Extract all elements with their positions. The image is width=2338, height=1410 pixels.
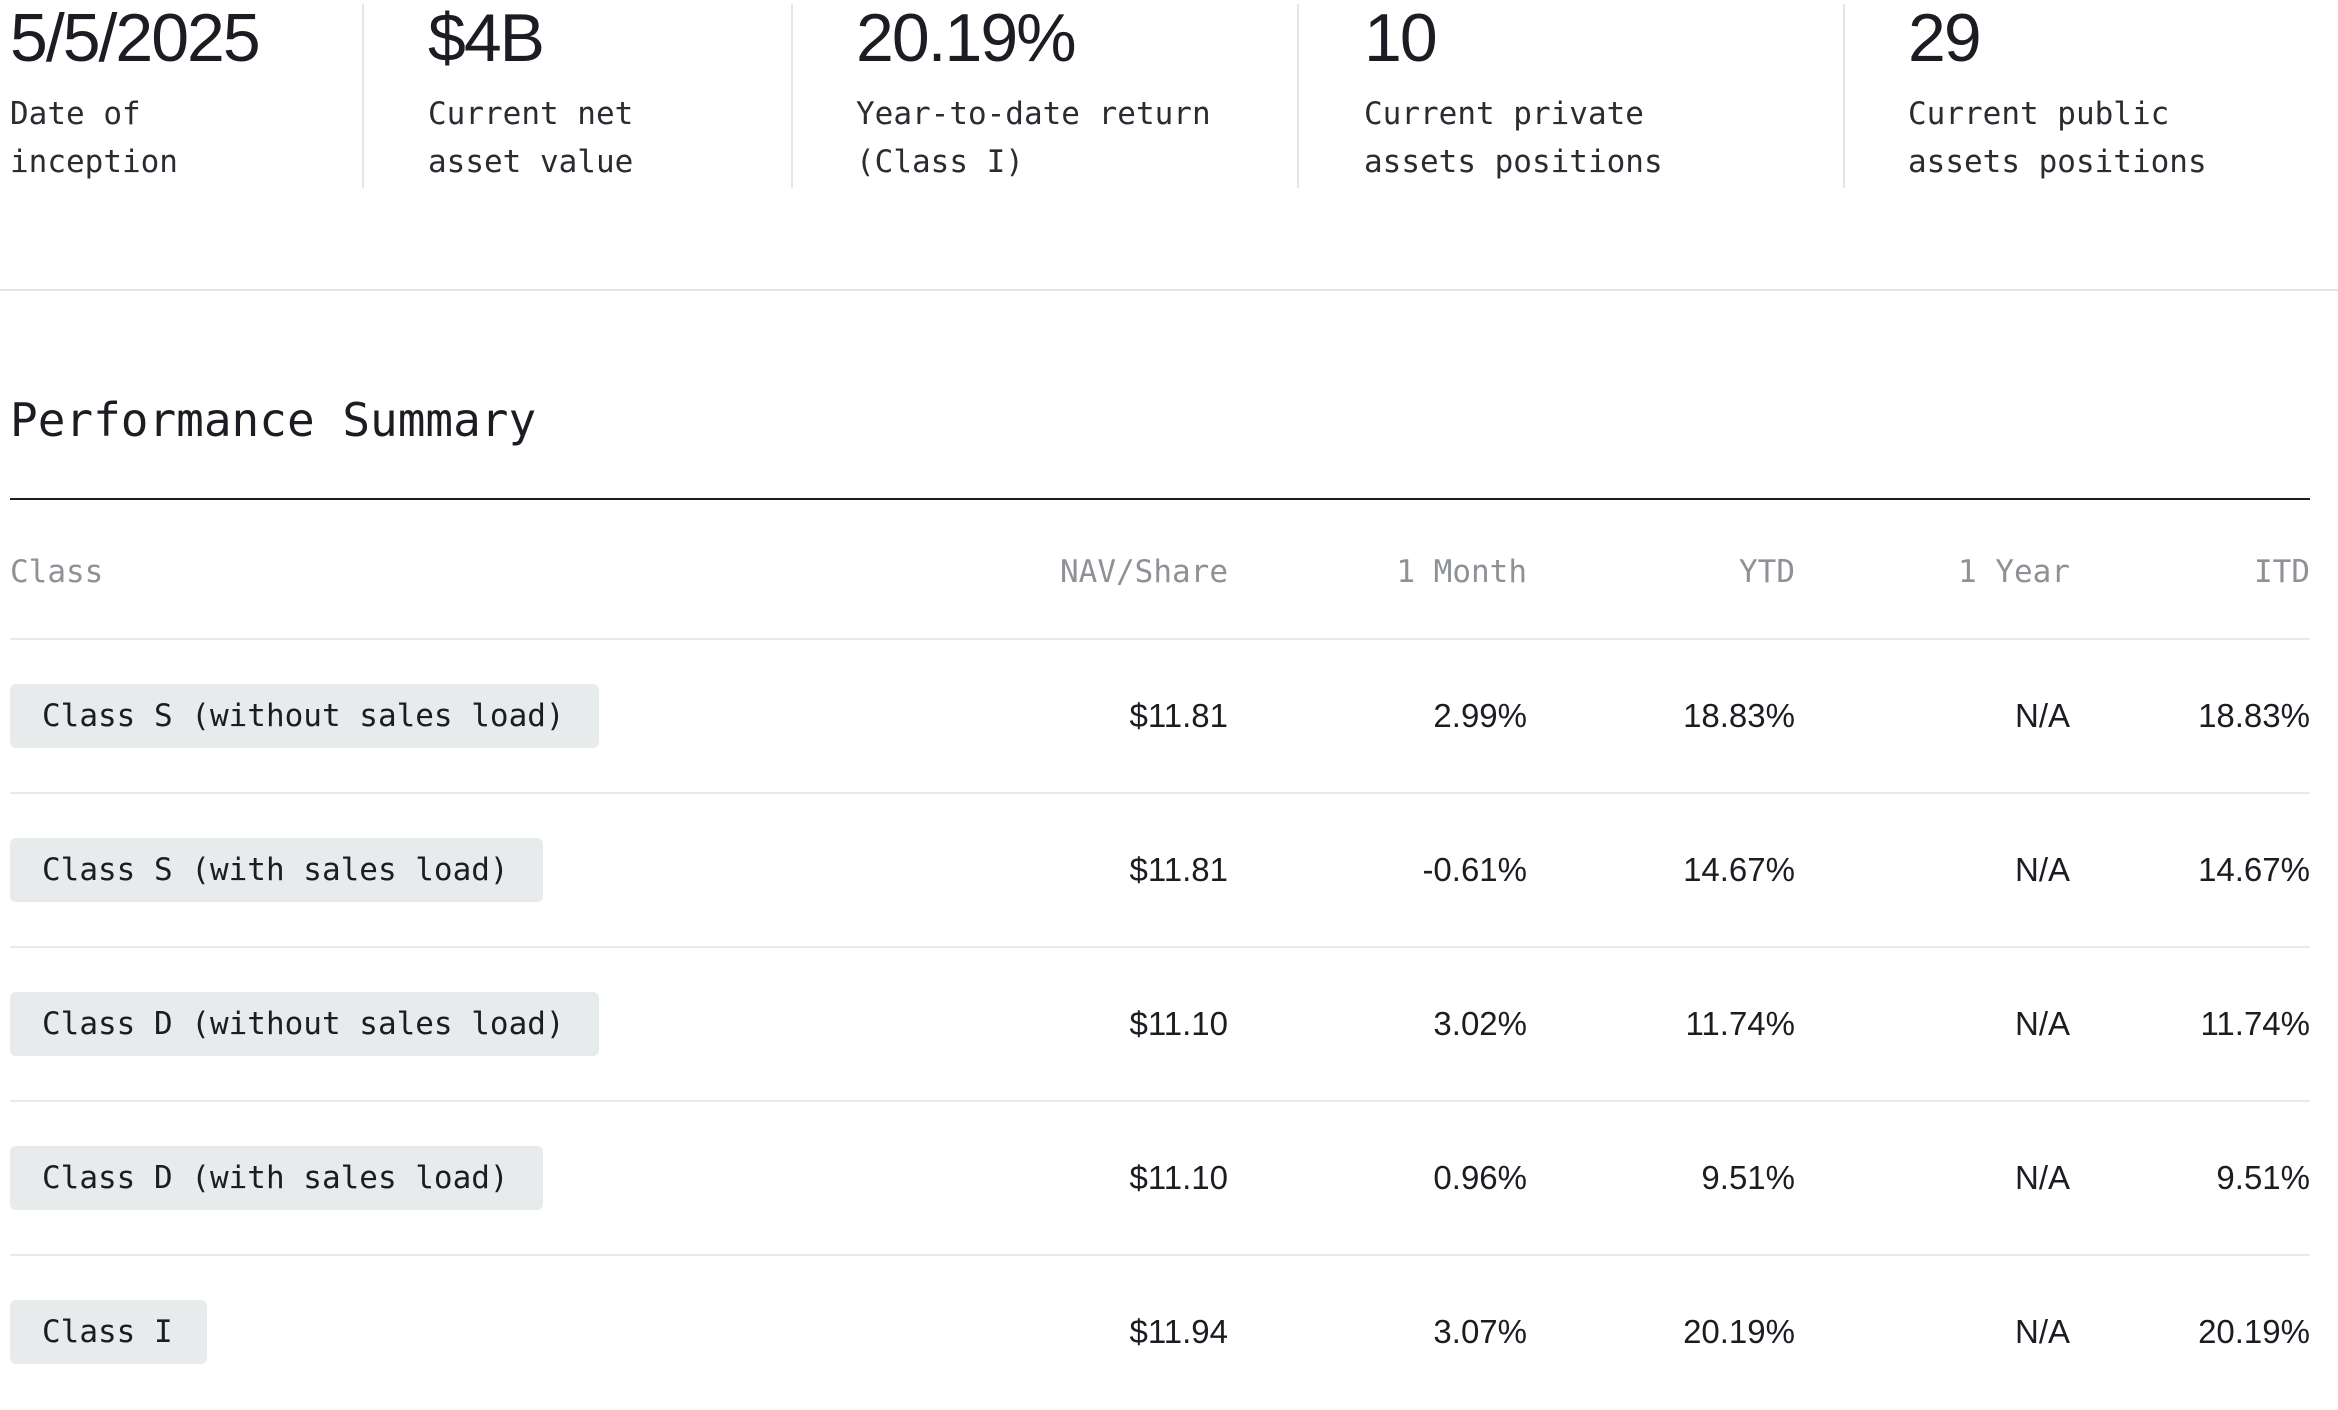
fund-overview: 5/5/2025 Date of inception $4B Current n… xyxy=(0,0,2338,1364)
cell-1-year: N/A xyxy=(2014,1313,2070,1350)
cell-1-year: N/A xyxy=(2014,1159,2070,1196)
table-row: Class D (without sales load) $11.10 3.02… xyxy=(10,946,2310,1102)
class-badge: Class D (without sales load) xyxy=(10,992,599,1056)
stat-value: $4B xyxy=(428,0,545,76)
cell-nav-share: $11.10 xyxy=(1129,1159,1228,1196)
column-header-1-year: 1 Year xyxy=(1958,554,2070,590)
stat-private-positions: 10 Current private assets positions xyxy=(1364,0,1663,186)
table-row: Class D (with sales load) $11.10 0.96% 9… xyxy=(10,1100,2310,1256)
cell-ytd: 18.83% xyxy=(1683,697,1795,734)
section-divider xyxy=(0,289,2338,291)
stat-label: Year-to-date return (Class I) xyxy=(856,96,1211,180)
cell-ytd: 9.51% xyxy=(1701,1159,1795,1196)
stat-value: 29 xyxy=(1908,0,1982,76)
stat-label: Date of inception xyxy=(10,96,178,180)
stat-divider xyxy=(1297,4,1299,188)
column-header-1-month: 1 Month xyxy=(1396,554,1527,590)
stat-label: Current private assets positions xyxy=(1364,96,1663,180)
cell-itd: 9.51% xyxy=(2216,1159,2310,1196)
class-badge: Class S (with sales load) xyxy=(10,838,543,902)
cell-1-month: 2.99% xyxy=(1433,697,1527,734)
cell-ytd: 14.67% xyxy=(1683,851,1795,888)
stat-label: Current public assets positions xyxy=(1908,96,2207,180)
stat-value: 10 xyxy=(1364,0,1438,76)
table-row: Class S (with sales load) $11.81 -0.61% … xyxy=(10,792,2310,948)
cell-nav-share: $11.94 xyxy=(1129,1313,1228,1350)
cell-1-year: N/A xyxy=(2014,1005,2070,1042)
cell-nav-share: $11.10 xyxy=(1129,1005,1228,1042)
stat-label: Current net asset value xyxy=(428,96,634,180)
performance-summary-title: Performance Summary xyxy=(10,393,537,447)
cell-nav-share: $11.81 xyxy=(1129,697,1228,734)
cell-itd: 11.74% xyxy=(2200,1005,2310,1042)
class-badge: Class I xyxy=(10,1300,207,1364)
cell-ytd: 11.74% xyxy=(1685,1005,1795,1042)
table-top-rule xyxy=(10,498,2310,500)
stat-inception-date: 5/5/2025 Date of inception xyxy=(10,0,261,186)
cell-itd: 14.67% xyxy=(2198,851,2310,888)
cell-1-year: N/A xyxy=(2014,697,2070,734)
table-row: Class I $11.94 3.07% 20.19% N/A 20.19% xyxy=(10,1254,2310,1410)
table-row: Class S (without sales load) $11.81 2.99… xyxy=(10,638,2310,794)
column-header-itd: ITD xyxy=(2254,554,2310,590)
class-badge: Class D (with sales load) xyxy=(10,1146,543,1210)
stat-ytd-return: 20.19% Year-to-date return (Class I) xyxy=(856,0,1211,186)
cell-1-month: 3.02% xyxy=(1433,1005,1527,1042)
class-badge: Class S (without sales load) xyxy=(10,684,599,748)
cell-nav-share: $11.81 xyxy=(1129,851,1228,888)
cell-1-month: 3.07% xyxy=(1433,1313,1527,1350)
stat-divider xyxy=(1843,4,1845,188)
performance-table-header: Class NAV/Share 1 Month YTD 1 Year ITD xyxy=(10,500,2310,638)
column-header-class: Class xyxy=(10,554,104,590)
stat-divider xyxy=(791,4,793,188)
column-header-nav-share: NAV/Share xyxy=(1060,554,1228,590)
stat-divider xyxy=(362,4,364,188)
stat-value: 5/5/2025 xyxy=(10,0,261,76)
stat-value: 20.19% xyxy=(856,0,1077,76)
stat-public-positions: 29 Current public assets positions xyxy=(1908,0,2207,186)
cell-ytd: 20.19% xyxy=(1683,1313,1795,1350)
cell-1-month: -0.61% xyxy=(1422,851,1527,888)
cell-1-year: N/A xyxy=(2014,851,2070,888)
cell-itd: 20.19% xyxy=(2198,1313,2310,1350)
column-header-ytd: YTD xyxy=(1739,554,1795,590)
cell-1-month: 0.96% xyxy=(1433,1159,1527,1196)
stat-net-asset-value: $4B Current net asset value xyxy=(428,0,633,186)
key-stats: 5/5/2025 Date of inception $4B Current n… xyxy=(10,0,2310,190)
cell-itd: 18.83% xyxy=(2198,697,2310,734)
